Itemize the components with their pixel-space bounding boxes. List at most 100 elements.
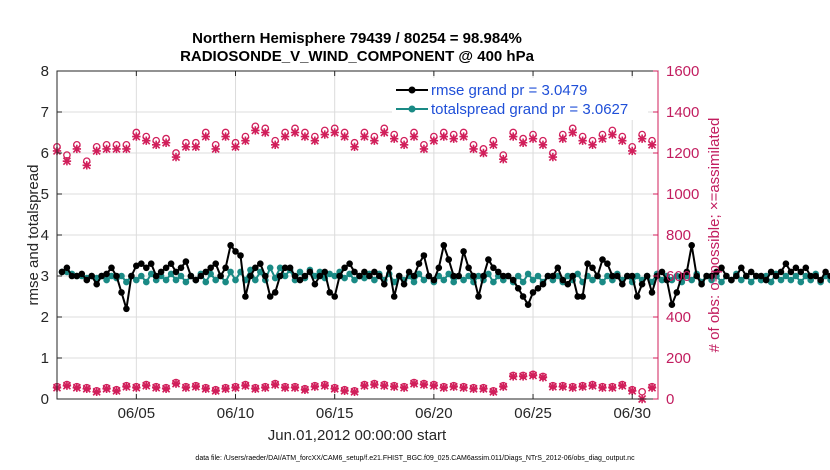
data-point-rmse xyxy=(723,272,730,280)
data-point-spread xyxy=(143,278,150,286)
obs-low-assimilated-marker xyxy=(161,384,171,393)
data-point-rmse xyxy=(162,264,170,272)
data-point-rmse xyxy=(281,264,289,272)
obs-assimilated-marker xyxy=(499,154,508,164)
data-point-rmse xyxy=(410,272,418,280)
data-point-rmse xyxy=(316,272,324,280)
obs-low-assimilated-marker xyxy=(618,381,627,390)
data-point-rmse xyxy=(331,293,339,300)
data-point-rmse xyxy=(118,289,125,296)
data-point-rmse xyxy=(490,264,497,272)
data-point-rmse xyxy=(257,260,264,268)
data-point-rmse xyxy=(752,272,760,280)
y2-tick-label: 0 xyxy=(666,391,674,408)
obs-assimilated-marker xyxy=(439,132,448,141)
obs-low-assimilated-marker xyxy=(320,381,329,390)
data-point-rmse xyxy=(266,293,274,300)
obs-assimilated-marker xyxy=(479,148,488,158)
legend-rmse-marker xyxy=(408,86,416,94)
data-point-rmse xyxy=(539,280,547,288)
data-point-rmse xyxy=(524,301,532,309)
obs-assimilated-marker xyxy=(419,144,429,154)
y2-tick-label: 1400 xyxy=(666,104,699,121)
data-point-rmse xyxy=(549,272,557,280)
obs-assimilated-marker xyxy=(261,128,270,137)
data-point-rmse xyxy=(306,268,314,276)
y-tick-label: 6 xyxy=(41,145,49,162)
data-point-spread xyxy=(529,276,537,284)
obs-low-assimilated-marker xyxy=(647,383,657,392)
obs-assimilated-marker xyxy=(330,128,339,137)
data-point-rmse xyxy=(177,264,185,272)
data-point-rmse xyxy=(341,264,348,272)
obs-assimilated-marker xyxy=(132,132,141,141)
obs-assimilated-marker xyxy=(628,146,637,156)
data-point-rmse xyxy=(326,289,334,296)
obs-assimilated-marker xyxy=(469,144,478,154)
data-point-spread xyxy=(296,268,304,276)
obs-low-assimilated-marker xyxy=(142,381,151,390)
data-point-rmse xyxy=(604,260,611,268)
data-point-rmse xyxy=(465,264,472,272)
data-point-spread xyxy=(658,276,666,284)
obs-low-assimilated-marker xyxy=(578,382,587,391)
data-point-spread xyxy=(450,278,458,286)
data-point-spread xyxy=(747,278,755,286)
obs-assimilated-marker xyxy=(360,132,369,141)
data-point-spread xyxy=(797,278,805,286)
data-point-spread xyxy=(118,272,125,280)
data-point-rmse xyxy=(638,280,646,288)
data-point-spread xyxy=(133,276,140,284)
data-point-spread xyxy=(331,272,339,280)
data-point-rmse xyxy=(445,256,453,263)
data-point-spread xyxy=(182,278,190,286)
obs-low-assimilated-marker xyxy=(479,384,488,393)
obs-assimilated-marker xyxy=(270,140,280,149)
data-point-spread xyxy=(514,272,522,280)
obs-low-assimilated-marker xyxy=(211,386,220,395)
obs-assimilated-marker xyxy=(647,140,657,149)
data-point-rmse xyxy=(237,252,244,259)
data-point-spread xyxy=(212,276,219,284)
y2-tick-label: 200 xyxy=(666,350,691,367)
data-point-rmse xyxy=(286,264,294,272)
obs-assimilated-marker xyxy=(62,157,72,166)
data-point-rmse xyxy=(822,268,829,276)
data-point-rmse xyxy=(232,248,239,255)
obs-assimilated-marker xyxy=(509,132,518,141)
data-point-rmse xyxy=(400,280,408,288)
obs-assimilated-marker xyxy=(350,142,359,152)
data-point-rmse xyxy=(703,272,710,280)
obs-low-assimilated-marker xyxy=(469,384,478,393)
data-point-spread xyxy=(574,270,581,278)
data-point-rmse xyxy=(827,272,830,280)
data-point-spread xyxy=(460,276,467,284)
x-tick-label: 06/25 xyxy=(514,405,552,422)
obs-assimilated-marker xyxy=(181,142,191,152)
x-tick-label: 06/15 xyxy=(316,405,354,422)
y-tick-label: 7 xyxy=(41,104,49,121)
obs-low-assimilated-marker xyxy=(231,383,240,392)
data-point-rmse xyxy=(242,293,249,300)
obs-assimilated-marker xyxy=(122,144,131,154)
y2-tick-label: 600 xyxy=(666,268,691,285)
obs-low-assimilated-marker xyxy=(251,384,260,393)
data-point-spread xyxy=(138,272,145,280)
data-point-spread xyxy=(633,272,641,280)
data-point-rmse xyxy=(812,272,819,280)
data-point-rmse xyxy=(321,268,329,276)
x-tick-label: 06/05 xyxy=(118,405,156,422)
data-point-rmse xyxy=(693,272,700,280)
obs-low-assimilated-marker xyxy=(449,382,458,391)
data-point-spread xyxy=(103,276,110,284)
data-point-rmse xyxy=(514,285,522,292)
data-point-rmse xyxy=(688,242,695,249)
obs-low-assimilated-marker xyxy=(191,382,201,391)
obs-low-assimilated-marker xyxy=(499,382,508,391)
obs-assimilated-marker xyxy=(82,161,91,170)
data-point-rmse xyxy=(252,264,259,272)
obs-assimilated-marker xyxy=(72,144,82,154)
obs-low-assimilated-marker xyxy=(558,382,567,391)
data-point-rmse xyxy=(83,276,91,284)
obs-assimilated-marker xyxy=(528,134,538,143)
